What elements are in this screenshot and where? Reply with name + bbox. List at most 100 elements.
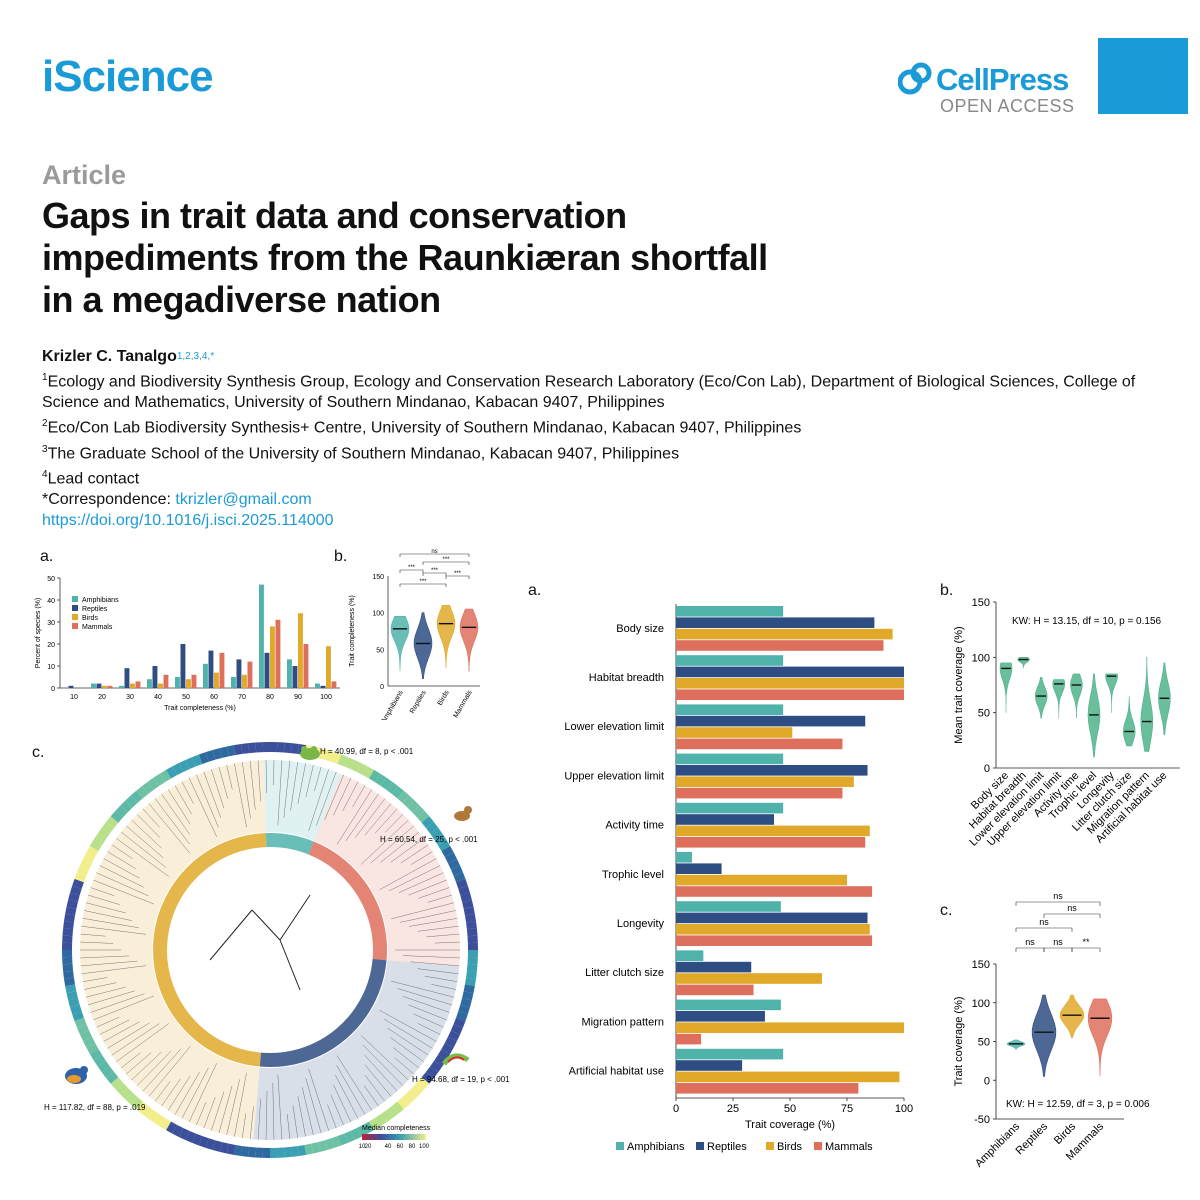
tree-tip: [389, 865, 441, 892]
ring-segment: [147, 777, 160, 790]
ring-segment: [205, 1138, 216, 1150]
ring-segment: [453, 872, 466, 883]
y-tick-label: 10: [47, 664, 55, 671]
journal-name[interactable]: iScience: [42, 52, 214, 101]
bar-reptiles: [236, 659, 242, 688]
ring-segment: [233, 1144, 243, 1156]
publisher-logo[interactable]: CellPress OPEN ACCESS: [898, 60, 1078, 120]
y-tick-label: 150: [972, 959, 990, 971]
ring-segment: [62, 928, 74, 937]
ring-segment: [430, 1060, 443, 1073]
ring-segment: [421, 816, 434, 829]
tree-tip: [218, 1085, 233, 1134]
bar-reptiles: [676, 863, 722, 874]
ring-segment: [70, 1004, 82, 1015]
tree-tip: [96, 1016, 120, 1028]
ring-segment: [141, 781, 154, 794]
author-superscripts[interactable]: 1,2,3,4,*: [176, 351, 215, 362]
bar-birds: [676, 727, 793, 738]
tree-tip: [400, 844, 429, 864]
tree-tip: [81, 925, 147, 935]
tree-tip: [82, 977, 108, 982]
bar-amphibians: [676, 606, 784, 617]
tree-tip: [364, 1064, 392, 1097]
bar-mammals: [676, 984, 754, 996]
bar-amphibians: [676, 655, 784, 666]
legend-label: Birds: [82, 615, 98, 622]
bar-reptiles: [68, 685, 74, 688]
violin-trait: [1122, 696, 1136, 747]
x-tick-label: 50: [784, 1103, 796, 1115]
bar-mammals: [676, 640, 884, 651]
email-link[interactable]: tkrizler@gmail.com: [175, 491, 312, 509]
ring-segment: [192, 1133, 203, 1146]
tree-tip: [316, 771, 337, 826]
author-name: Krizler C. Tanalgo: [42, 348, 177, 365]
bar-reptiles: [152, 666, 158, 688]
y-tick-label: -50: [974, 1114, 990, 1126]
ring-segment: [241, 1146, 250, 1157]
significance-bracket: [422, 561, 470, 565]
significance-bracket: [399, 583, 447, 587]
tree-tip: [80, 960, 138, 967]
ring-segment: [453, 1017, 466, 1028]
tree-tip: [305, 1078, 322, 1134]
bar-birds: [676, 1071, 900, 1083]
tree-tip: [80, 933, 106, 937]
tree-tip: [181, 781, 194, 804]
trait-coverage-bars: 0 25 50 75 100 Trait coverage (%) Body size Hab…: [564, 604, 913, 1153]
bar-mammals: [275, 619, 281, 688]
legend-swatch: [616, 1142, 624, 1150]
legend-gradient: [362, 1134, 426, 1140]
tree-tip: [283, 761, 291, 818]
tree-tip: [398, 872, 444, 893]
ring-segment: [450, 865, 463, 876]
ring-segment: [467, 950, 478, 958]
ring-segment: [412, 805, 425, 818]
violin-trait: [1052, 679, 1066, 719]
ring-segment: [290, 743, 299, 754]
legend-swatch: [766, 1142, 774, 1150]
tree-tip: [168, 1075, 191, 1111]
bar-reptiles: [180, 644, 186, 688]
tree-tip: [333, 777, 352, 816]
tree-tip: [161, 1078, 181, 1107]
bar-amphibians: [676, 999, 781, 1011]
violin-amphibians: [390, 616, 410, 672]
ring-segment: [458, 885, 470, 896]
phylogeny-circle: H = 40.99, df = 8, p < .001 H = 60.54, d…: [44, 742, 510, 1158]
ring-segment: [324, 750, 335, 762]
ring-segment: [462, 991, 474, 1001]
bar-birds: [676, 628, 893, 640]
ring-segment: [89, 1049, 103, 1061]
tree-tip: [379, 858, 437, 890]
tree-tip: [85, 902, 126, 914]
ring-segment: [356, 1124, 368, 1137]
violin-trait: [1105, 673, 1118, 713]
tree-tip: [82, 918, 139, 929]
doi-link[interactable]: https://doi.org/10.1016/j.isci.2025.1140…: [42, 512, 334, 530]
legend-label: Amphibians: [82, 597, 119, 604]
tree-tip: [88, 990, 136, 1006]
tree-tip: [355, 798, 386, 838]
bar-birds: [298, 613, 303, 688]
group-coverage-violin: -50 0 50 100 150 Trait coverage (%) KW: H = 12…: [953, 891, 1150, 1170]
significance-label: ns: [1025, 937, 1035, 947]
y-tick-label: 40: [47, 598, 55, 605]
x-tick-label: 10: [70, 694, 78, 701]
bar-amphibians: [315, 683, 320, 688]
bar-reptiles: [676, 617, 875, 628]
bar-reptiles: [676, 666, 904, 678]
ring-segment: [402, 1092, 415, 1105]
x-tick-label: Reptiles: [1014, 1120, 1051, 1157]
bar-mammals: [676, 689, 904, 700]
tree-tip: [249, 761, 256, 810]
ring-segment: [106, 816, 119, 829]
tree-tip: [188, 777, 217, 837]
tree-tip: [103, 1021, 140, 1042]
tree-tip: [234, 1072, 247, 1137]
tree-tip: [408, 918, 458, 927]
ring-segment: [464, 913, 476, 923]
bar-birds: [186, 679, 191, 688]
category-label: Artificial habitat use: [569, 1066, 664, 1078]
